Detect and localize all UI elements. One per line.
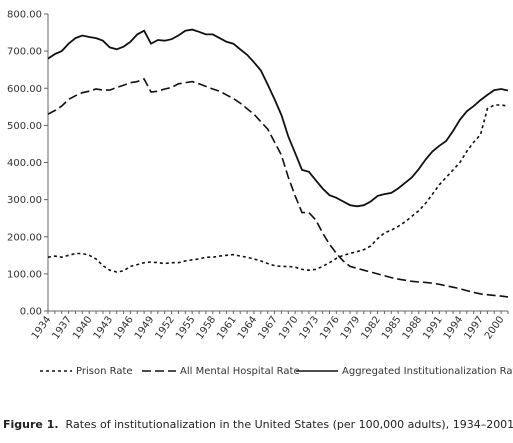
- figure-label: Figure 1.: [3, 418, 59, 431]
- series-line-all-mental-hospital-rate: [47, 78, 509, 298]
- x-tick-label: 1964: [236, 314, 260, 341]
- y-tick-label: 300.00: [7, 195, 42, 206]
- x-tick-label: 1958: [195, 314, 219, 341]
- figure-caption: Figure 1. Rates of institutionalization …: [3, 418, 513, 431]
- y-tick-label: 400.00: [7, 158, 42, 169]
- x-tick-label: 1973: [298, 314, 322, 341]
- x-tick-label: 1949: [133, 314, 157, 341]
- x-tick-label: 1976: [318, 314, 342, 341]
- x-tick-label: 1991: [421, 314, 445, 341]
- x-tick-label: 1940: [71, 314, 95, 341]
- x-tick-label: 1979: [339, 314, 363, 341]
- figure-caption-text: Rates of institutionalization in the Uni…: [65, 418, 513, 431]
- y-tick-label: 100.00: [7, 269, 42, 280]
- y-axis: 0.00 100.00 200.00 300.00 400.00 500.00 600.00…: [7, 10, 49, 318]
- series-line-aggregated-institutionalization-rate: [47, 28, 509, 208]
- y-tick-label: 200.00: [7, 232, 42, 243]
- x-tick-label: 1961: [215, 314, 239, 341]
- x-tick-label: 1988: [401, 314, 425, 341]
- y-tick-label: 800.00: [7, 10, 42, 21]
- x-tick-label: 1943: [92, 314, 116, 341]
- y-tick-label: 700.00: [7, 47, 42, 58]
- x-tick-label: 1994: [442, 314, 466, 341]
- legend-label-mental-hospital-rate: All Mental Hospital Rate: [180, 366, 300, 377]
- series-line-prison-rate: [47, 104, 509, 273]
- x-tick-label: 1937: [50, 314, 74, 341]
- x-tick-label: 1934: [30, 314, 54, 341]
- legend-label-aggregated-rate: Aggregated Institutionalization Rate: [342, 366, 513, 377]
- x-tick-label: 1970: [277, 314, 301, 341]
- x-tick-label: 1952: [153, 314, 177, 341]
- x-tick-label: 1982: [359, 314, 383, 341]
- x-tick-label: 1946: [112, 314, 136, 341]
- legend: Prison Rate All Mental Hospital Rate Agg…: [40, 366, 513, 377]
- x-tick-label: 1955: [174, 314, 198, 341]
- series-layer: [47, 28, 509, 298]
- y-tick-label: 600.00: [7, 84, 42, 95]
- x-tick-label: 2000: [483, 314, 507, 341]
- legend-label-prison-rate: Prison Rate: [76, 366, 133, 377]
- y-tick-label: 0.00: [20, 307, 42, 318]
- x-axis: 1934193719401943194619491952195519581961…: [30, 310, 509, 342]
- x-tick-label: 1985: [380, 314, 404, 341]
- y-tick-label: 500.00: [7, 121, 42, 132]
- line-chart: 0.00 100.00 200.00 300.00 400.00 500.00 600.00…: [7, 10, 513, 378]
- x-tick-label: 1967: [256, 314, 280, 341]
- x-tick-label: 1997: [462, 314, 486, 341]
